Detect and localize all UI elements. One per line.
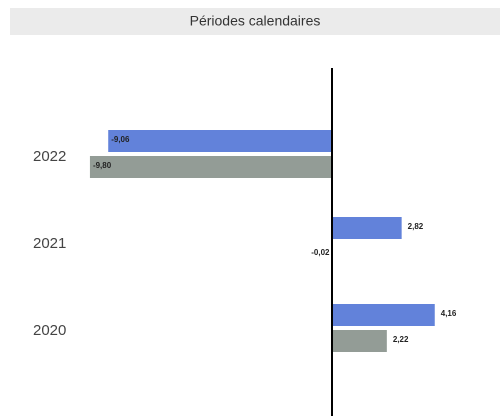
bar: [332, 330, 387, 352]
category-label: 2020: [33, 322, 66, 339]
value-label: -9,80: [93, 161, 112, 170]
bar: [332, 217, 402, 239]
chart-title: Périodes calendaires: [190, 13, 321, 29]
value-label: -0,02: [311, 248, 330, 257]
value-label: 2,22: [393, 335, 409, 344]
bar: [89, 156, 332, 178]
header-band: [10, 8, 500, 35]
value-label: -9,06: [111, 135, 130, 144]
category-label: 2022: [33, 148, 66, 165]
bar: [108, 130, 332, 152]
value-label: 4,16: [441, 309, 457, 318]
value-label: 2,82: [408, 222, 424, 231]
category-label: 2021: [33, 235, 66, 252]
bar: [332, 304, 435, 326]
